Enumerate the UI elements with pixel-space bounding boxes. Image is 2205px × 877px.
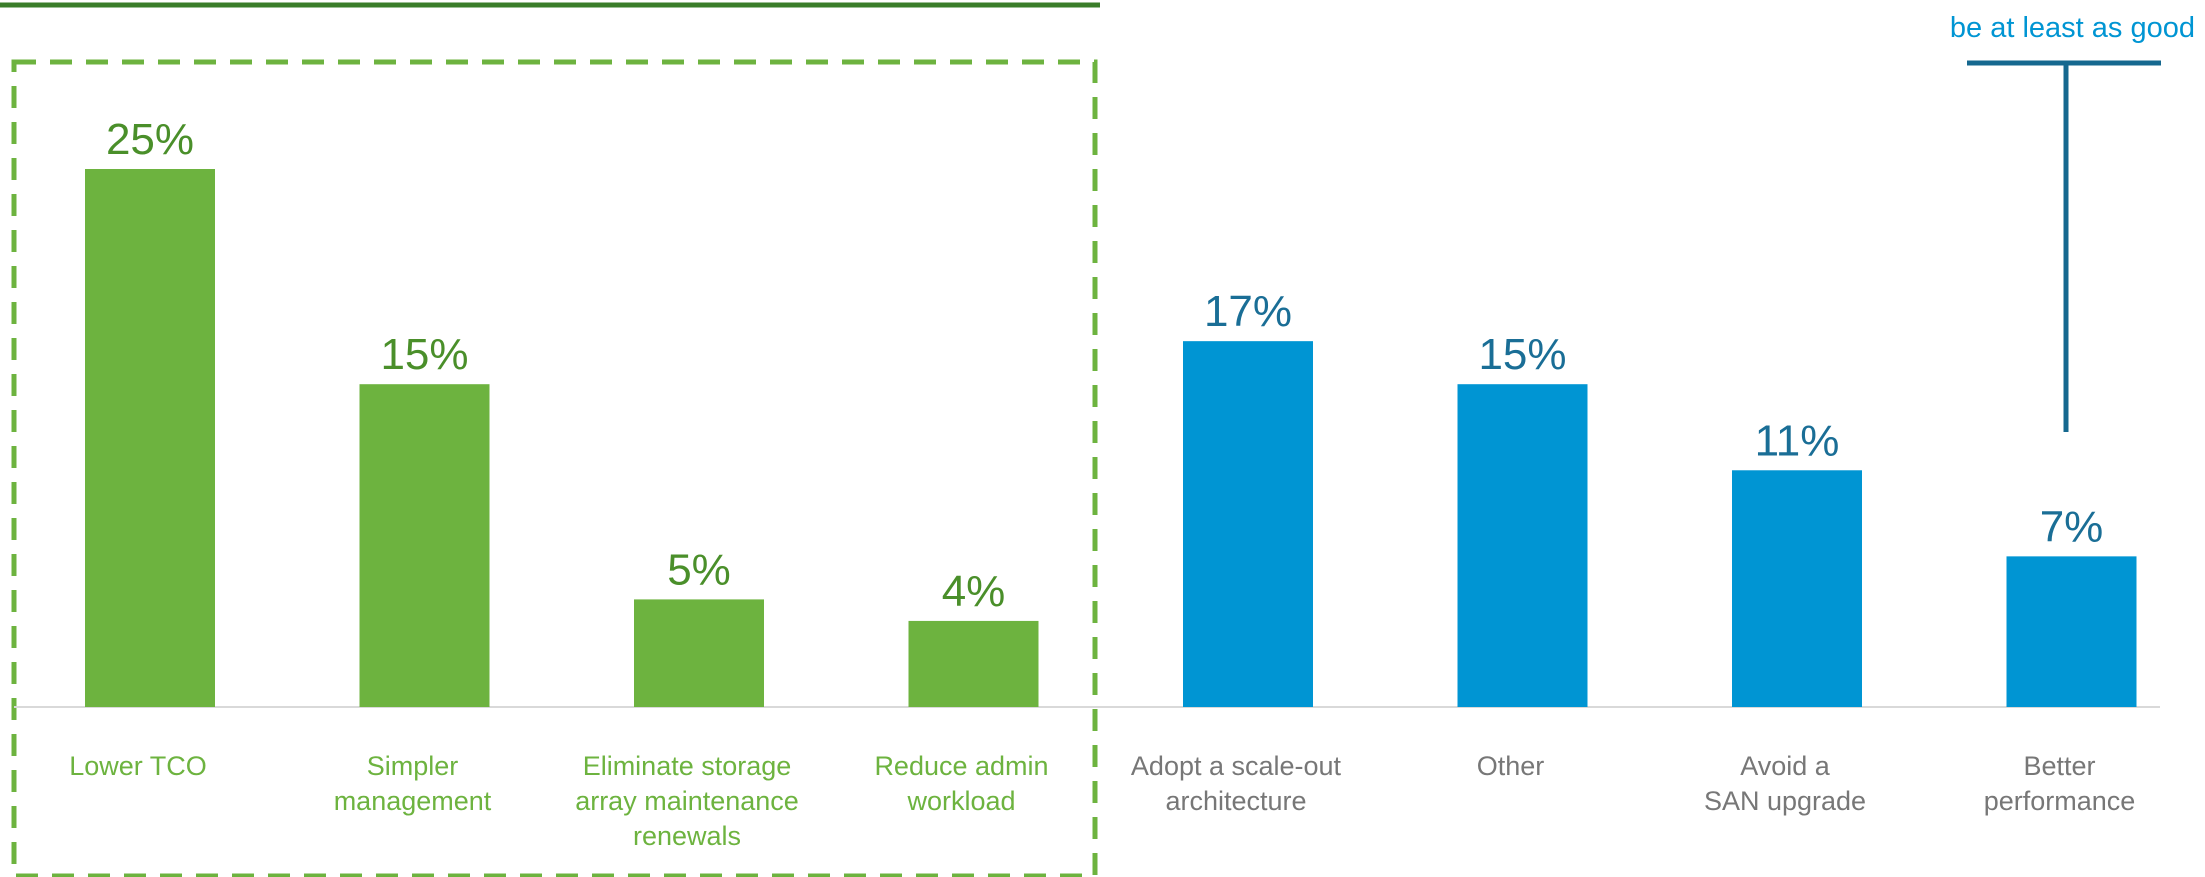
category-label: Adopt a scale-out architecture [1131, 751, 1342, 816]
category-label: Simpler management [334, 751, 492, 816]
bar [85, 169, 215, 707]
value-label: 15% [380, 330, 468, 379]
category-label: Avoid a SAN upgrade [1704, 751, 1866, 816]
value-label: 7% [2040, 502, 2104, 551]
value-label: 15% [1478, 330, 1566, 379]
bar [1732, 470, 1862, 707]
category-label-line: Lower TCO [69, 751, 207, 781]
bar [1183, 341, 1313, 707]
value-label: 17% [1204, 287, 1292, 336]
value-label: 25% [106, 115, 194, 164]
category-label-line: Better [2023, 751, 2095, 781]
category-label-line: Avoid a [1740, 751, 1831, 781]
value-label: 5% [667, 545, 731, 594]
category-label-line: architecture [1165, 786, 1306, 816]
category-label-line: renewals [633, 821, 741, 851]
category-label-line: array maintenance [575, 786, 799, 816]
category-label-line: Reduce admin [874, 751, 1048, 781]
value-label: 11% [1755, 416, 1840, 465]
category-label-line: performance [1984, 786, 2136, 816]
category-label-line: Simpler [367, 751, 459, 781]
annotation-bracket [1967, 60, 2161, 432]
value-label: 4% [942, 567, 1006, 616]
highlight-group-box [11, 59, 1098, 877]
category-label-line: management [334, 786, 492, 816]
value-labels-layer: 25% 15% 5% 4% 17% 15% 11% 7% [106, 115, 2103, 616]
bar [1457, 384, 1588, 707]
category-label-line: workload [906, 786, 1015, 816]
category-label-line: Other [1477, 751, 1545, 781]
bar [2006, 556, 2137, 707]
category-labels-layer: Lower TCO Simpler management Eliminate stor… [69, 751, 2135, 851]
bar [908, 620, 1039, 707]
category-label-line: Adopt a scale-out [1131, 751, 1342, 781]
category-label-line: Eliminate storage [583, 751, 792, 781]
bar [634, 599, 764, 707]
category-label: Lower TCO [69, 751, 207, 781]
annotation-text: be at least as good [1949, 12, 2195, 44]
category-label-line: SAN upgrade [1704, 786, 1866, 816]
bar [359, 384, 490, 707]
category-label: Reduce admin workload [874, 751, 1048, 816]
bars-layer [85, 169, 2137, 707]
category-label: Eliminate storage array maintenance renewa… [575, 751, 799, 851]
category-label: Other [1477, 751, 1545, 781]
category-label: Better performance [1984, 751, 2136, 816]
